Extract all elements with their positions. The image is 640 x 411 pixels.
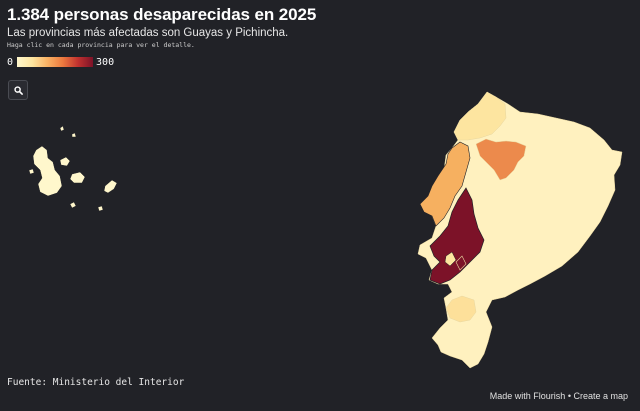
province-guayas[interactable] [429,187,485,285]
color-legend: 0 300 [7,56,114,68]
province-pichincha[interactable] [475,138,527,181]
province-esmeraldas[interactable] [453,91,507,141]
subtitle: Las provincias más afectadas son Guayas … [7,27,289,39]
page-title: 1.384 personas desaparecidas en 2025 [7,5,317,24]
province-el-oro[interactable] [445,295,477,323]
search-icon [13,85,23,95]
legend-min-label: 0 [7,56,14,68]
hint-text: Haga clic en cada provincia para ver el … [7,41,195,49]
create-map-link[interactable]: Create a map [573,391,628,401]
puna-island [444,251,457,267]
credit-separator: • [565,391,574,401]
province-manabi[interactable] [419,141,471,227]
estuary-line [455,255,467,271]
flourish-credit: Made with Flourish • Create a map [490,391,628,401]
made-with-flourish-link[interactable]: Made with Flourish [489,391,566,401]
source-note: Fuente: Ministerio del Interior [7,377,185,388]
search-button[interactable] [8,80,28,100]
legend-gradient-bar [17,57,94,67]
province-galapagos[interactable] [28,125,118,212]
legend-max-label: 300 [96,56,115,68]
